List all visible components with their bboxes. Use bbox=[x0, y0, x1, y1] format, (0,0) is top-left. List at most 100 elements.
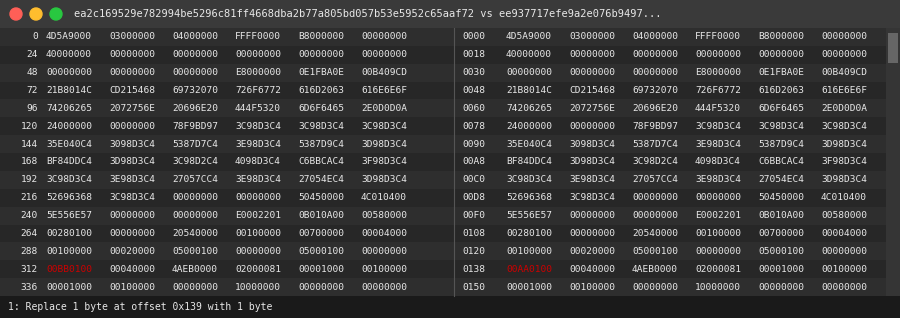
Text: 00700000: 00700000 bbox=[298, 229, 344, 238]
Text: 00000000: 00000000 bbox=[569, 122, 615, 131]
Text: 40000000: 40000000 bbox=[46, 50, 92, 59]
Bar bbox=[454, 64, 886, 82]
Text: 00000000: 00000000 bbox=[235, 193, 281, 202]
Text: 192: 192 bbox=[21, 175, 38, 184]
Text: 3D98D3C4: 3D98D3C4 bbox=[361, 140, 407, 149]
Text: 96: 96 bbox=[26, 104, 38, 113]
Text: 0B010A00: 0B010A00 bbox=[758, 211, 804, 220]
Text: FFFF0000: FFFF0000 bbox=[695, 32, 741, 41]
Bar bbox=[454, 171, 886, 189]
Text: 00100000: 00100000 bbox=[235, 229, 281, 238]
Text: 02000081: 02000081 bbox=[235, 265, 281, 274]
Text: 74206265: 74206265 bbox=[46, 104, 92, 113]
Text: 21B8014C: 21B8014C bbox=[506, 86, 552, 95]
Text: 3C98D3C4: 3C98D3C4 bbox=[46, 175, 92, 184]
Text: E0002201: E0002201 bbox=[235, 211, 281, 220]
Bar bbox=[0, 153, 454, 171]
Text: 00000000: 00000000 bbox=[298, 283, 344, 292]
Text: 4D5A9000: 4D5A9000 bbox=[46, 32, 92, 41]
Text: 40000000: 40000000 bbox=[506, 50, 552, 59]
Text: 00000000: 00000000 bbox=[569, 229, 615, 238]
Text: 00100000: 00100000 bbox=[695, 229, 741, 238]
Text: 00000000: 00000000 bbox=[821, 32, 867, 41]
Text: 4098D3C4: 4098D3C4 bbox=[235, 157, 281, 167]
Text: 336: 336 bbox=[21, 283, 38, 292]
Text: 24000000: 24000000 bbox=[506, 122, 552, 131]
Text: 726F6772: 726F6772 bbox=[695, 86, 741, 95]
Text: 0108: 0108 bbox=[462, 229, 485, 238]
Text: 00000000: 00000000 bbox=[109, 50, 155, 59]
Text: 00004000: 00004000 bbox=[821, 229, 867, 238]
Text: 00000000: 00000000 bbox=[821, 247, 867, 256]
Text: 00280100: 00280100 bbox=[46, 229, 92, 238]
Bar bbox=[886, 28, 900, 296]
Text: 2E0D0D0A: 2E0D0D0A bbox=[821, 104, 867, 113]
Text: 3C98D3C4: 3C98D3C4 bbox=[758, 122, 804, 131]
Bar bbox=[0, 189, 454, 207]
Text: 3C98D2C4: 3C98D2C4 bbox=[172, 157, 218, 167]
Bar bbox=[454, 135, 886, 153]
Text: 3E98D3C4: 3E98D3C4 bbox=[235, 175, 281, 184]
Text: 78F9BD97: 78F9BD97 bbox=[632, 122, 678, 131]
Text: 00000000: 00000000 bbox=[758, 283, 804, 292]
Text: C6BBCAC4: C6BBCAC4 bbox=[298, 157, 344, 167]
Bar bbox=[0, 225, 454, 242]
Text: 0150: 0150 bbox=[462, 283, 485, 292]
Text: 616E6E6F: 616E6E6F bbox=[821, 86, 867, 95]
Text: 00000000: 00000000 bbox=[632, 283, 678, 292]
Text: 00000000: 00000000 bbox=[172, 50, 218, 59]
Text: 00D8: 00D8 bbox=[462, 193, 485, 202]
Text: 288: 288 bbox=[21, 247, 38, 256]
Text: FFFF0000: FFFF0000 bbox=[235, 32, 281, 41]
Bar bbox=[454, 189, 886, 207]
Text: 00000000: 00000000 bbox=[361, 50, 407, 59]
Text: 726F6772: 726F6772 bbox=[235, 86, 281, 95]
Text: 02000081: 02000081 bbox=[695, 265, 741, 274]
Text: 5E556E57: 5E556E57 bbox=[46, 211, 92, 220]
Text: 00000000: 00000000 bbox=[172, 283, 218, 292]
Circle shape bbox=[10, 8, 22, 20]
Text: 5387D9C4: 5387D9C4 bbox=[298, 140, 344, 149]
Bar bbox=[0, 28, 886, 296]
Text: 3098D3C4: 3098D3C4 bbox=[569, 140, 615, 149]
Text: 00000000: 00000000 bbox=[695, 50, 741, 59]
Text: 3E98D3C4: 3E98D3C4 bbox=[109, 175, 155, 184]
Text: 2072756E: 2072756E bbox=[109, 104, 155, 113]
Text: 00C0: 00C0 bbox=[462, 175, 485, 184]
Circle shape bbox=[30, 8, 42, 20]
Bar bbox=[0, 260, 454, 278]
Text: 48: 48 bbox=[26, 68, 38, 77]
Bar bbox=[454, 82, 886, 100]
Bar bbox=[454, 278, 886, 296]
Bar bbox=[454, 46, 886, 64]
Text: 0090: 0090 bbox=[462, 140, 485, 149]
Text: 5E556E57: 5E556E57 bbox=[506, 211, 552, 220]
Text: 52696368: 52696368 bbox=[506, 193, 552, 202]
Bar bbox=[454, 207, 886, 225]
Text: 00020000: 00020000 bbox=[109, 247, 155, 256]
Text: 05000100: 05000100 bbox=[298, 247, 344, 256]
Bar bbox=[454, 242, 886, 260]
Text: 3D98D3C4: 3D98D3C4 bbox=[821, 175, 867, 184]
Bar bbox=[0, 296, 900, 318]
Bar bbox=[0, 278, 454, 296]
Text: 00000000: 00000000 bbox=[695, 193, 741, 202]
Text: E8000000: E8000000 bbox=[695, 68, 741, 77]
Text: 52696368: 52696368 bbox=[46, 193, 92, 202]
Text: 3D98D3C4: 3D98D3C4 bbox=[821, 140, 867, 149]
Text: 444F5320: 444F5320 bbox=[235, 104, 281, 113]
Bar bbox=[454, 117, 886, 135]
Text: 00580000: 00580000 bbox=[821, 211, 867, 220]
Text: 1: Replace 1 byte at offset 0x139 with 1 byte: 1: Replace 1 byte at offset 0x139 with 1… bbox=[8, 302, 273, 312]
Text: 00000000: 00000000 bbox=[569, 50, 615, 59]
Text: 6D6F6465: 6D6F6465 bbox=[298, 104, 344, 113]
Bar bbox=[0, 82, 454, 100]
Text: BF84DDC4: BF84DDC4 bbox=[506, 157, 552, 167]
Text: 04000000: 04000000 bbox=[172, 32, 218, 41]
Text: 00BB0100: 00BB0100 bbox=[46, 265, 92, 274]
Bar bbox=[888, 33, 898, 63]
Text: 0048: 0048 bbox=[462, 86, 485, 95]
Text: 3D98D3C4: 3D98D3C4 bbox=[361, 175, 407, 184]
Text: 3E98D3C4: 3E98D3C4 bbox=[235, 140, 281, 149]
Text: 00580000: 00580000 bbox=[361, 211, 407, 220]
